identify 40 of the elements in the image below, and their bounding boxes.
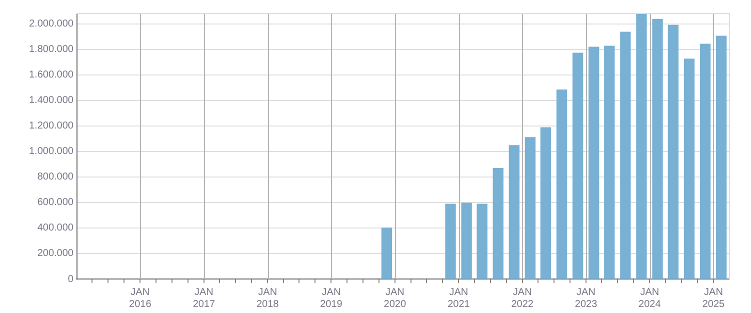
bar [476,204,488,279]
x-tick-label: JAN 2018 [256,286,280,310]
bar [588,46,600,279]
x-tick-label: JAN 2017 [192,286,216,310]
bar [492,168,504,279]
bar [636,14,647,279]
bar [620,32,631,279]
y-tick-label: 2.000.000 [28,18,74,30]
bar [700,44,711,279]
bar [556,89,568,279]
x-tick-label: JAN 2022 [511,286,534,310]
bar [381,228,392,279]
x-tick-label: JAN 2024 [638,286,662,310]
y-tick-label: 1.800.000 [28,44,74,56]
y-tick-label: 1.000.000 [28,146,74,158]
bar [524,137,536,279]
bar [684,58,695,279]
y-tick-label: 1.200.000 [28,120,74,132]
y-tick-label: 200.000 [37,248,74,260]
x-tick-label: JAN 2019 [320,286,343,310]
y-tick-label: 600.000 [37,197,74,208]
y-tick-label: 0 [68,274,74,285]
x-tick-label: JAN 2021 [448,286,470,310]
bar [572,52,584,279]
bar [461,202,472,279]
bar [604,46,615,279]
y-tick-label: 400.000 [37,222,74,234]
x-tick-label: JAN 2020 [384,286,406,310]
bar [445,204,456,279]
y-tick-label: 1.600.000 [28,70,74,81]
x-tick-label: JAN 2016 [129,286,152,310]
y-tick-label: 1.400.000 [28,95,74,106]
bar [540,127,552,279]
bar [508,145,520,279]
bar [668,24,679,279]
x-tick-label: JAN 2023 [574,286,598,310]
y-tick-label: 800.000 [37,172,74,183]
x-tick-label: JAN 2025 [702,286,726,310]
bar [716,36,727,279]
bar [652,18,663,279]
